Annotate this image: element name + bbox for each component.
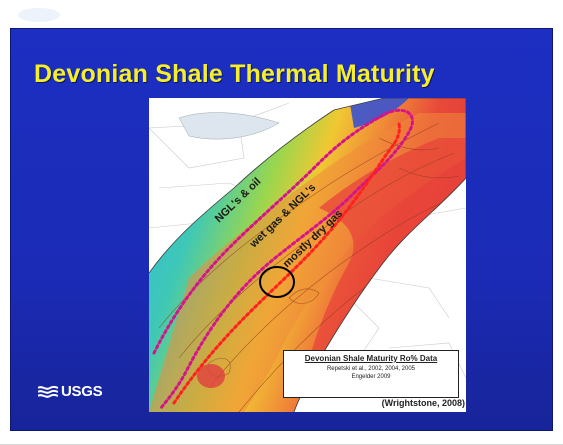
corner-mark [18, 8, 60, 22]
legend-title: Devonian Shale Maturity Ro% Data [304, 354, 438, 363]
slide-title: Devonian Shale Thermal Maturity [34, 60, 435, 88]
usgs-wave-icon [38, 385, 58, 398]
dry-gas-boundary [172, 121, 401, 405]
legend-citation-2: Engelder 2009 [351, 374, 391, 380]
usgs-logo-text: USGS [61, 383, 103, 400]
map-credit: (Wrightstone, 2008) [381, 398, 465, 408]
legend-citation-1: Repetski et al., 2002, 2004, 2005 [326, 366, 416, 372]
top-strip [0, 0, 563, 28]
legend-box: Devonian Shale Maturity Ro% Data Repetsk… [283, 350, 459, 398]
highlight-circle [259, 266, 295, 298]
usgs-logo: USGS [38, 383, 103, 400]
ngl-oil-boundary [152, 108, 414, 410]
lake [178, 112, 280, 140]
